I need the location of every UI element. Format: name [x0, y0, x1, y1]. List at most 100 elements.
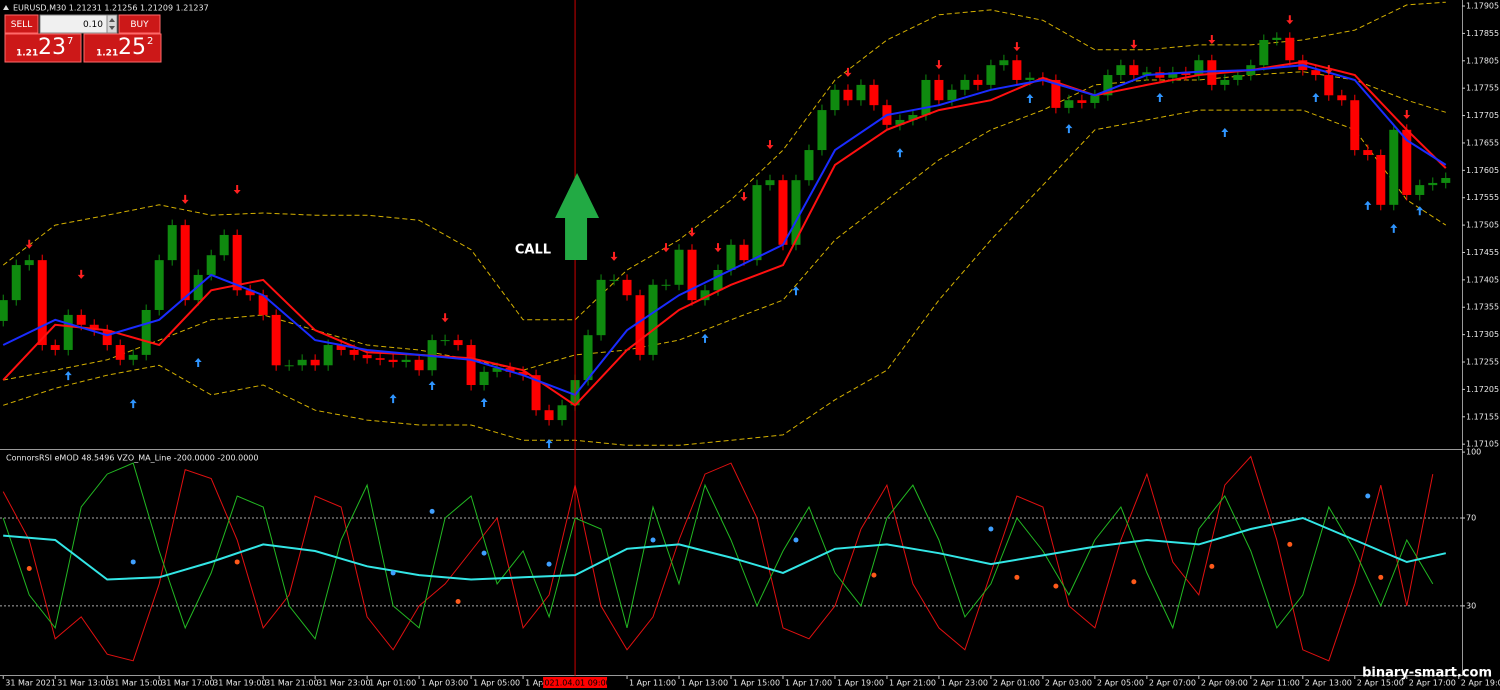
indicator-line — [2, 462, 1434, 640]
candle-body — [843, 89, 853, 101]
candle-body — [37, 260, 47, 346]
candle-body — [128, 354, 138, 360]
candle-body — [869, 84, 879, 106]
buy-price-big: 25 — [118, 35, 146, 60]
y-tick-label: 30 — [1466, 601, 1476, 610]
candle-body — [1389, 129, 1399, 205]
candle-body — [765, 180, 775, 186]
watermark: binary-smart.com — [1362, 666, 1492, 681]
x-tick-label: 1 Apr 03:00 — [421, 679, 468, 688]
indicator-line — [3, 516, 1447, 581]
indicator-dot — [481, 550, 487, 556]
x-tick-label: 2 Apr 15:00 — [1357, 679, 1404, 688]
signal-arrow — [181, 194, 189, 204]
candle-body — [1194, 60, 1204, 76]
spin-down[interactable] — [109, 26, 115, 30]
signal-arrow — [688, 227, 696, 237]
lot-value: 0.10 — [83, 20, 103, 30]
candle-body — [154, 260, 164, 310]
y-tick-label: 1.17355 — [1466, 303, 1499, 312]
signal-arrow — [129, 399, 137, 409]
y-tick-label: 1.17855 — [1466, 29, 1499, 38]
candle-body — [544, 410, 554, 421]
y-tick-label: 1.17455 — [1466, 248, 1499, 257]
header-icon — [3, 5, 9, 10]
candle-body — [102, 330, 112, 346]
candle-body — [1090, 95, 1100, 103]
signal-arrow — [1312, 92, 1320, 102]
y-tick-label: 1.17555 — [1466, 193, 1499, 202]
x-tick-label: 31 Mar 21:00 — [265, 679, 318, 688]
candle-body — [895, 119, 905, 125]
x-tick-label: 1 Apr 11:00 — [629, 679, 676, 688]
candle-body — [830, 89, 840, 111]
candle-body — [466, 345, 476, 386]
candle-body — [1142, 72, 1152, 76]
buy-button[interactable] — [118, 14, 161, 34]
candle-body — [1363, 150, 1373, 155]
candle-body — [167, 225, 177, 261]
signal-arrow — [1286, 15, 1294, 25]
signal-arrow — [740, 192, 748, 202]
candle-body — [596, 279, 606, 336]
candle-body — [479, 371, 489, 386]
candle-body — [11, 265, 21, 301]
candle-body — [505, 368, 515, 372]
candle-body — [726, 244, 736, 271]
indicator-line — [3, 109, 1447, 446]
candle-body — [557, 405, 567, 421]
candle-body — [1233, 75, 1243, 80]
sell-button[interactable] — [4, 14, 39, 34]
y-tick-label: 1.17655 — [1466, 138, 1499, 147]
y-tick-label: 1.17255 — [1466, 358, 1499, 367]
sell-price-box[interactable] — [4, 33, 82, 63]
signal-arrow — [935, 60, 943, 70]
y-tick-label: 1.17105 — [1466, 440, 1499, 449]
candle-body — [141, 309, 151, 355]
x-tick-label: 1 Apr 17:00 — [785, 679, 832, 688]
candle-body — [0, 300, 8, 321]
candle-body — [115, 345, 125, 360]
cursor-label: 2021.04.01 09:00 — [539, 679, 610, 688]
x-tick-label: 31 Mar 19:00 — [213, 679, 266, 688]
candle-body — [297, 359, 307, 366]
x-tick-label: 2 Apr 01:00 — [993, 679, 1040, 688]
spin-up[interactable] — [109, 18, 115, 22]
candle-body — [1220, 79, 1230, 85]
call-label: CALL — [515, 243, 551, 258]
signal-arrow — [389, 394, 397, 404]
candle-body — [258, 295, 268, 315]
candle-body — [1311, 70, 1321, 76]
indicator-dot — [546, 561, 552, 567]
candle-body — [1168, 72, 1178, 78]
candle-body — [1428, 182, 1438, 186]
indicator-dot — [26, 566, 32, 572]
call-arrow — [555, 173, 600, 260]
signal-arrow — [194, 358, 202, 368]
candle-body — [206, 255, 216, 275]
candle-body — [934, 79, 944, 101]
candle-body — [336, 345, 346, 350]
candle-body — [739, 244, 749, 261]
candle-body — [791, 180, 801, 245]
candle-body — [63, 314, 73, 350]
indicator-header: ConnorsRSI eMOD 48.5496 VZO_MA_Line -200… — [6, 454, 258, 463]
indicator-dot — [429, 508, 435, 514]
indicator-dot — [130, 559, 136, 565]
signal-arrow — [1013, 42, 1021, 52]
indicator-dot — [1365, 493, 1371, 499]
x-tick-label: 2 Apr 07:00 — [1149, 679, 1196, 688]
buy-price-box[interactable] — [83, 33, 162, 63]
candle-body — [635, 295, 645, 355]
indicator-dot — [1053, 583, 1059, 589]
indicator-dot — [1131, 579, 1137, 585]
candle-body — [778, 180, 788, 245]
signal-arrow — [610, 251, 618, 261]
signal-arrow — [792, 286, 800, 296]
signal-arrow — [662, 243, 670, 253]
y-tick-label: 1.17405 — [1466, 275, 1499, 284]
candle-body — [180, 225, 190, 301]
lot-spinner[interactable] — [106, 14, 118, 34]
candle-body — [271, 314, 281, 366]
